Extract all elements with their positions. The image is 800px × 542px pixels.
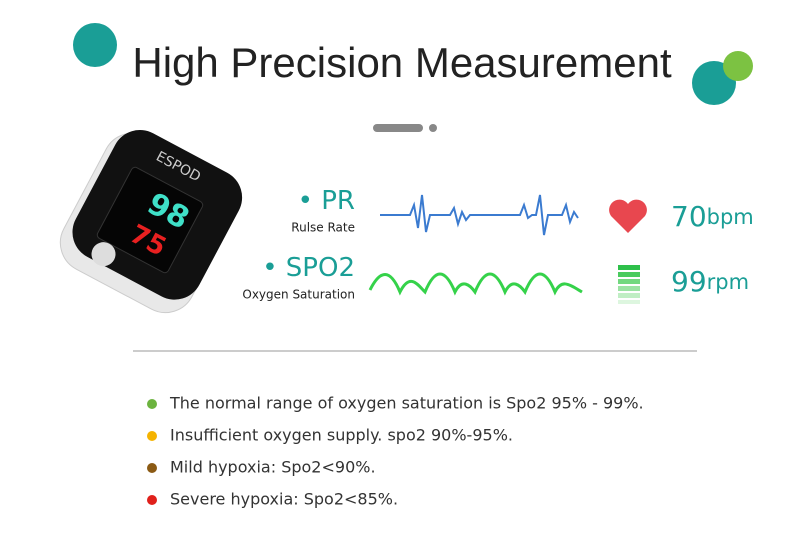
note: The normal range of oxygen saturation is… [169, 394, 644, 413]
title: High Precision Measurement [132, 39, 672, 86]
note: Insufficient oxygen supply. spo2 90%-95%… [170, 426, 513, 445]
bullet: • [298, 186, 322, 216]
bar [618, 279, 640, 284]
separator-pill [373, 124, 423, 132]
device-button [91, 242, 116, 267]
oximeter: ESPOD 98 75 [59, 130, 243, 314]
note: Severe hypoxia: Spo2<85%. [170, 490, 398, 509]
device-screen [96, 166, 204, 274]
metric-label: • PR [298, 186, 355, 216]
bar [618, 286, 640, 291]
metric-value: 70bpm [671, 200, 754, 233]
metric-name: PR [321, 186, 355, 216]
separator-dot [429, 124, 437, 132]
deco-circle [73, 23, 117, 67]
bar [618, 272, 640, 277]
note-dot [147, 495, 157, 505]
bar [618, 265, 640, 270]
bar [618, 300, 640, 304]
metric-value: 99rpm [671, 265, 749, 298]
metric-sublabel: Rulse Rate [291, 221, 355, 235]
value: 99 [671, 265, 707, 298]
metric-label: • SPO2 [262, 253, 355, 283]
bullet: • [262, 253, 286, 283]
signal-bars [618, 265, 640, 304]
value: 70 [671, 200, 707, 233]
unit: bpm [707, 205, 754, 229]
unit: rpm [707, 270, 749, 294]
note-dot [147, 463, 157, 473]
note: Mild hypoxia: Spo2<90%. [170, 458, 376, 477]
deco-circle [723, 51, 753, 81]
heart-icon [609, 199, 647, 233]
note-dot [147, 399, 157, 409]
metric-sublabel: Oxygen Saturation [242, 288, 355, 302]
bar [618, 293, 640, 298]
ecg-wave [380, 194, 579, 236]
note-dot [147, 431, 157, 441]
metric-name: SPO2 [286, 253, 355, 283]
pleth-wave [368, 272, 583, 296]
